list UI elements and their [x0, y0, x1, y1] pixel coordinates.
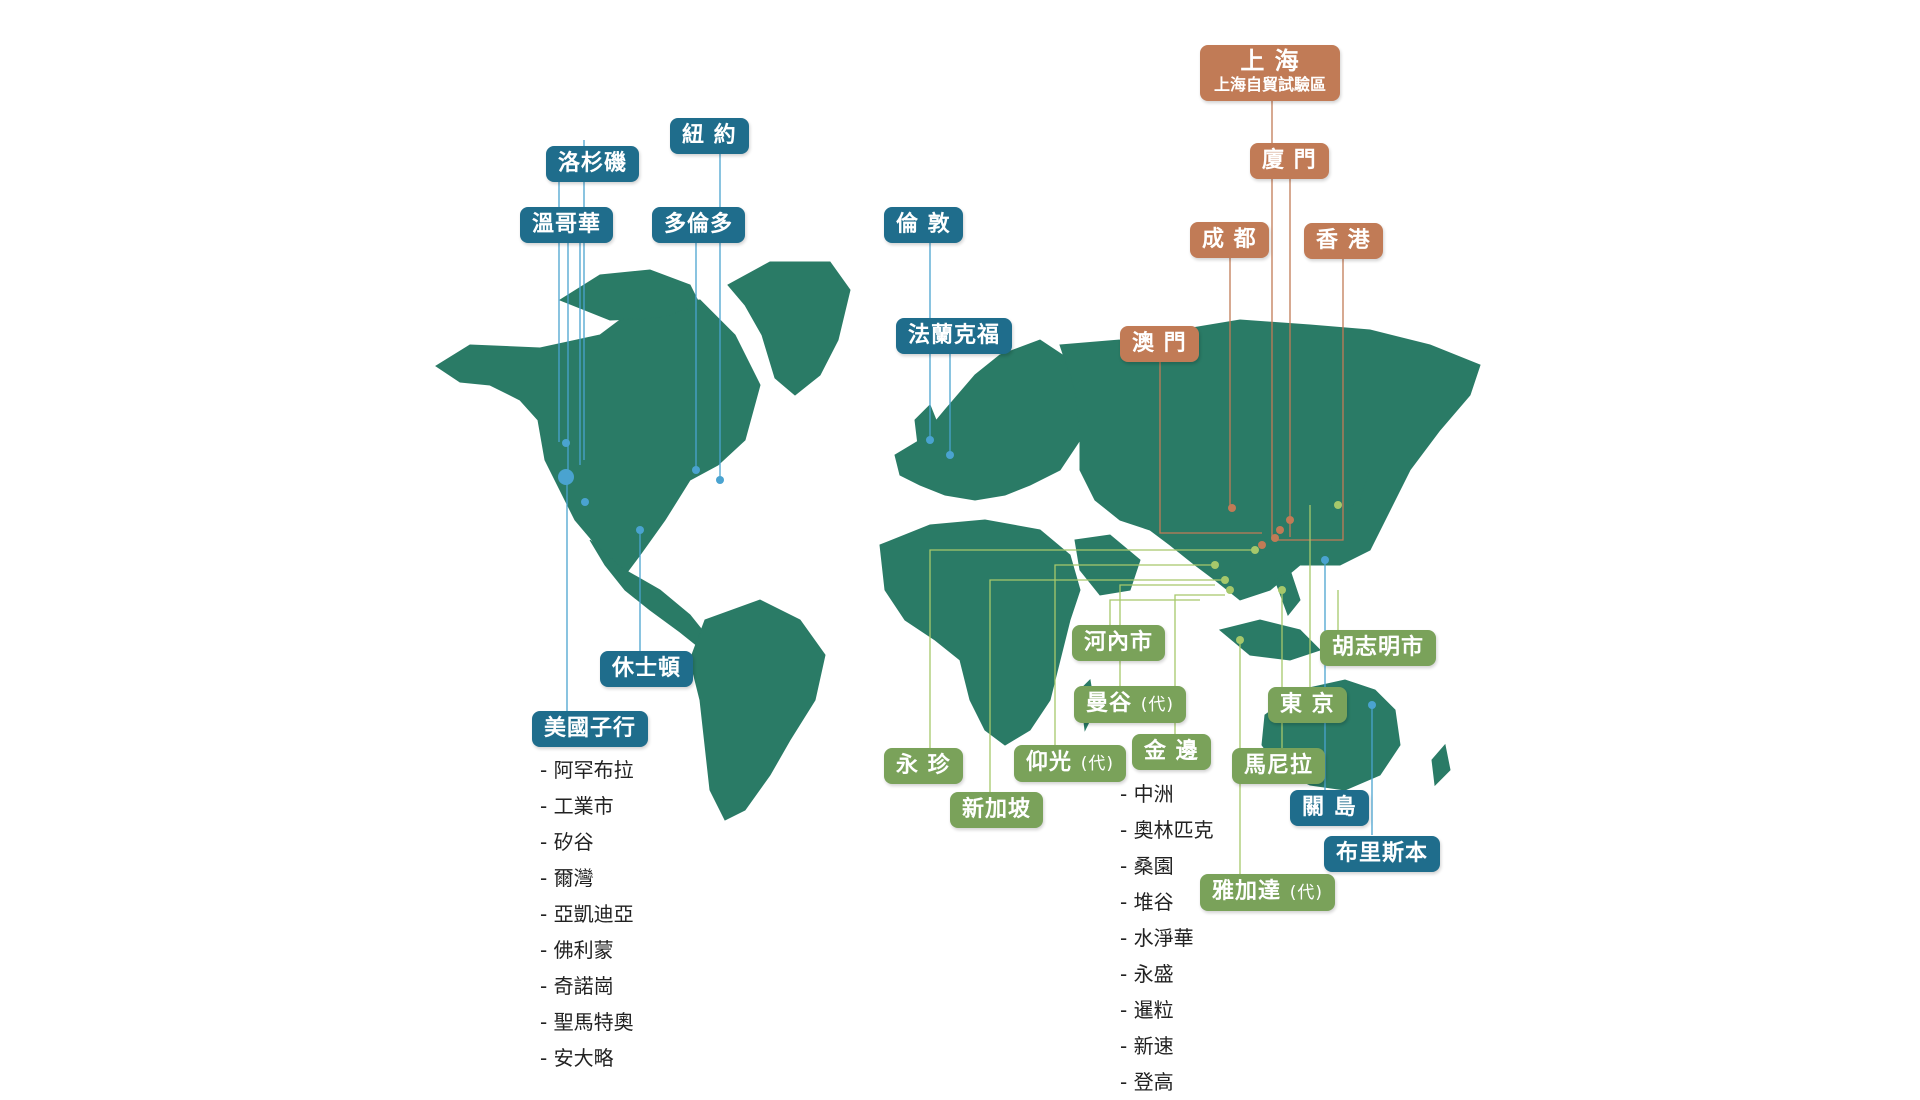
new-zealand	[1431, 743, 1451, 787]
label-hanoi[interactable]: 河內市	[1072, 625, 1166, 661]
label-brisbane[interactable]: 布里斯本	[1324, 836, 1441, 872]
label-guam[interactable]: 關 島	[1290, 790, 1369, 826]
greenland	[727, 261, 851, 396]
location-dots	[558, 436, 1376, 709]
north-america	[435, 299, 761, 576]
label-shanghai-ftz: 上海自貿試驗區	[1214, 75, 1327, 94]
label-shanghai[interactable]: 上 海 上海自貿試驗區	[1200, 45, 1341, 101]
label-macau[interactable]: 澳 門	[1120, 326, 1199, 362]
us-branch-item: 奇諾崗	[540, 968, 634, 1004]
us-branch-item: 矽谷	[540, 824, 634, 860]
label-shanghai-title: 上 海	[1240, 47, 1300, 75]
label-london[interactable]: 倫 敦	[884, 207, 963, 243]
africa	[879, 519, 1081, 746]
label-manila[interactable]: 馬尼拉	[1232, 748, 1326, 784]
cambodia-branch-item: 奧林匹克	[1120, 812, 1214, 848]
asia	[1059, 319, 1481, 601]
us-branch-item: 亞凱迪亞	[540, 896, 634, 932]
label-los-angeles[interactable]: 洛杉磯	[546, 146, 640, 182]
sea-islands	[1218, 619, 1321, 661]
label-bangkok-name: 曼谷	[1086, 691, 1133, 716]
label-bangkok-rep: (代)	[1140, 695, 1174, 715]
cambodia-branch-item: 暹粒	[1120, 992, 1214, 1028]
cambodia-branch-list: 中洲 奧林匹克 桑園 堆谷 水淨華 永盛 暹粒 新速 登高	[1120, 776, 1214, 1100]
label-yangon-rep: (代)	[1080, 754, 1114, 774]
us-branch-item: 安大略	[540, 1040, 634, 1076]
cambodia-branch-item: 桑園	[1120, 848, 1214, 884]
label-jakarta-name: 雅加達	[1212, 879, 1282, 904]
label-vientiane[interactable]: 永 珍	[884, 748, 963, 784]
us-branch-item: 阿罕布拉	[540, 752, 634, 788]
label-bangkok[interactable]: 曼谷 (代)	[1074, 686, 1186, 723]
us-branch-item: 佛利蒙	[540, 932, 634, 968]
south-america	[689, 599, 826, 821]
central-america	[589, 539, 711, 649]
label-jakarta-rep: (代)	[1289, 883, 1323, 903]
cambodia-branch-item: 新速	[1120, 1028, 1214, 1064]
label-phnom-penh[interactable]: 金 邊	[1132, 734, 1211, 770]
label-xiamen[interactable]: 廈 門	[1250, 143, 1329, 179]
us-branch-item: 爾灣	[540, 860, 634, 896]
label-frankfurt[interactable]: 法蘭克福	[896, 318, 1013, 354]
label-new-york[interactable]: 紐 約	[670, 118, 749, 154]
japan	[1329, 449, 1371, 511]
uk	[914, 404, 939, 446]
label-ho-chi-minh[interactable]: 胡志明市	[1320, 630, 1437, 666]
label-houston[interactable]: 休士頓	[600, 651, 694, 687]
label-jakarta[interactable]: 雅加達 (代)	[1200, 874, 1335, 911]
label-yangon-name: 仰光	[1026, 750, 1073, 775]
cambodia-branch-item: 登高	[1120, 1064, 1214, 1100]
label-tokyo[interactable]: 東 京	[1268, 687, 1347, 723]
label-us-subsidiary[interactable]: 美國子行	[532, 711, 649, 747]
label-chengdu[interactable]: 成 都	[1190, 222, 1269, 258]
label-vancouver[interactable]: 溫哥華	[520, 207, 614, 243]
arctic-islands	[558, 269, 701, 321]
us-branch-item: 聖馬特奧	[540, 1004, 634, 1040]
philippines	[1274, 569, 1301, 617]
us-branch-list: 阿罕布拉 工業市 矽谷 爾灣 亞凱迪亞 佛利蒙 奇諾崗 聖馬特奧 安大略	[540, 752, 634, 1076]
label-hong-kong[interactable]: 香 港	[1304, 223, 1383, 259]
cambodia-branch-item: 中洲	[1120, 776, 1214, 812]
us-branch-item: 工業市	[540, 788, 634, 824]
cambodia-branch-item: 永盛	[1120, 956, 1214, 992]
cambodia-branch-item: 堆谷	[1120, 884, 1214, 920]
label-toronto[interactable]: 多倫多	[652, 207, 746, 243]
label-singapore[interactable]: 新加坡	[950, 792, 1044, 828]
cambodia-branch-item: 水淨華	[1120, 920, 1214, 956]
label-yangon[interactable]: 仰光 (代)	[1014, 745, 1126, 782]
